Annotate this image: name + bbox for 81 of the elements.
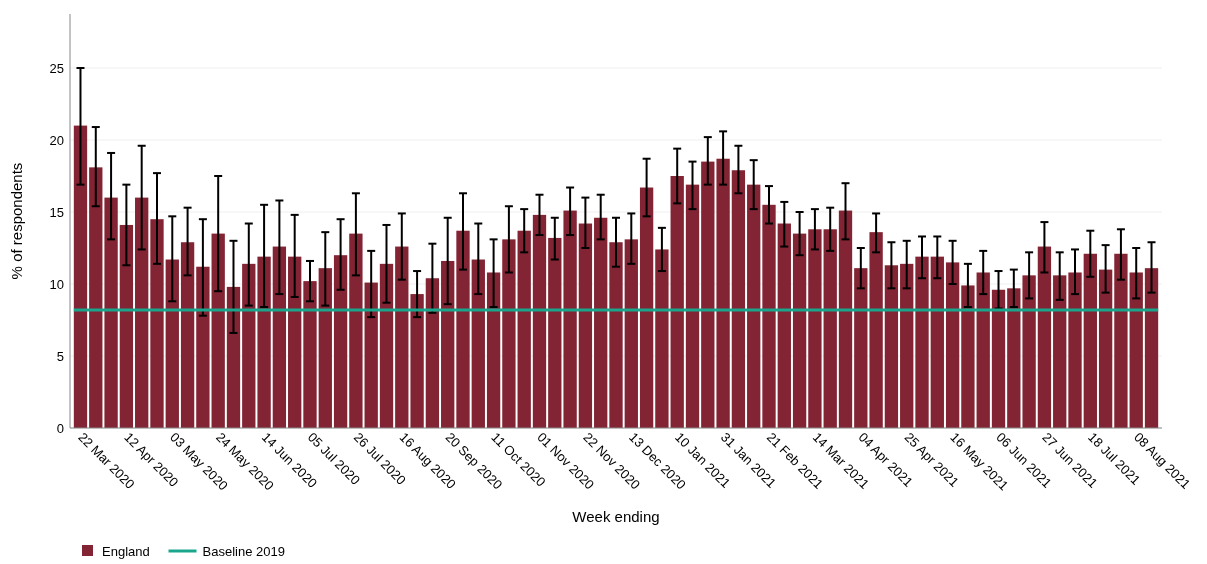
bar bbox=[1022, 275, 1036, 428]
bar bbox=[930, 256, 944, 428]
bar bbox=[318, 268, 332, 428]
bar bbox=[73, 125, 88, 428]
bar bbox=[961, 285, 975, 428]
y-tick-label: 15 bbox=[49, 204, 64, 220]
bar bbox=[471, 259, 485, 428]
y-axis-title: % of respondents bbox=[8, 162, 25, 280]
bar bbox=[1144, 268, 1159, 428]
bar bbox=[578, 223, 593, 428]
bar bbox=[747, 184, 761, 428]
bar bbox=[288, 256, 302, 428]
bar bbox=[1114, 253, 1128, 428]
bar bbox=[731, 170, 746, 428]
bar bbox=[685, 184, 700, 428]
bar bbox=[869, 232, 883, 428]
bar bbox=[364, 282, 378, 428]
bar bbox=[150, 219, 164, 428]
legend-label: Baseline 2019 bbox=[202, 544, 285, 559]
bar bbox=[272, 246, 287, 428]
bar bbox=[242, 263, 256, 428]
y-tick-label: 10 bbox=[49, 276, 64, 292]
bar bbox=[976, 272, 990, 428]
bar bbox=[425, 278, 440, 428]
bar bbox=[854, 268, 868, 428]
bar bbox=[104, 197, 118, 428]
bar bbox=[502, 239, 516, 428]
bar bbox=[823, 229, 837, 428]
bar bbox=[1007, 288, 1021, 428]
y-tick-label: 20 bbox=[49, 132, 64, 148]
bar bbox=[165, 259, 179, 428]
bar bbox=[196, 266, 210, 428]
bar bbox=[1098, 269, 1113, 428]
y-tick-label: 25 bbox=[49, 60, 64, 76]
x-axis-title: Week ending bbox=[572, 508, 660, 525]
bar bbox=[226, 286, 241, 428]
bar bbox=[517, 230, 531, 428]
bar bbox=[211, 233, 225, 428]
bar bbox=[135, 197, 149, 428]
bar bbox=[333, 255, 348, 428]
bar bbox=[915, 256, 929, 428]
bar bbox=[89, 167, 103, 428]
bar bbox=[609, 242, 623, 428]
bar bbox=[838, 210, 853, 428]
y-tick-label: 5 bbox=[56, 348, 64, 364]
bar bbox=[349, 233, 363, 428]
y-tick-label: 0 bbox=[56, 420, 64, 436]
bar bbox=[991, 289, 1006, 428]
bar bbox=[1037, 246, 1052, 428]
bar bbox=[410, 294, 424, 428]
bar bbox=[395, 246, 409, 428]
bar bbox=[180, 242, 195, 428]
bar bbox=[1129, 272, 1143, 428]
bar bbox=[655, 249, 669, 428]
bar bbox=[777, 223, 791, 428]
bar bbox=[379, 263, 394, 428]
bar bbox=[441, 260, 455, 428]
bar bbox=[624, 239, 638, 428]
bar bbox=[900, 263, 914, 428]
bar bbox=[548, 237, 562, 428]
bar bbox=[670, 176, 684, 428]
bar bbox=[456, 230, 470, 428]
bar bbox=[808, 229, 822, 428]
bar bbox=[486, 272, 501, 428]
bar bbox=[884, 265, 899, 428]
bar bbox=[563, 210, 577, 428]
bar bbox=[716, 158, 730, 428]
bar bbox=[594, 217, 608, 428]
bar bbox=[792, 233, 807, 428]
bar bbox=[119, 224, 134, 428]
bar bbox=[1053, 275, 1067, 428]
legend-label: England bbox=[102, 544, 150, 559]
bar bbox=[532, 214, 547, 428]
bar bbox=[945, 262, 960, 428]
bar bbox=[1083, 253, 1097, 428]
bar bbox=[762, 204, 776, 428]
bar bbox=[639, 187, 654, 428]
bar bbox=[257, 256, 271, 428]
bar bbox=[701, 161, 715, 428]
bar bbox=[303, 281, 317, 428]
bar bbox=[1068, 272, 1082, 428]
